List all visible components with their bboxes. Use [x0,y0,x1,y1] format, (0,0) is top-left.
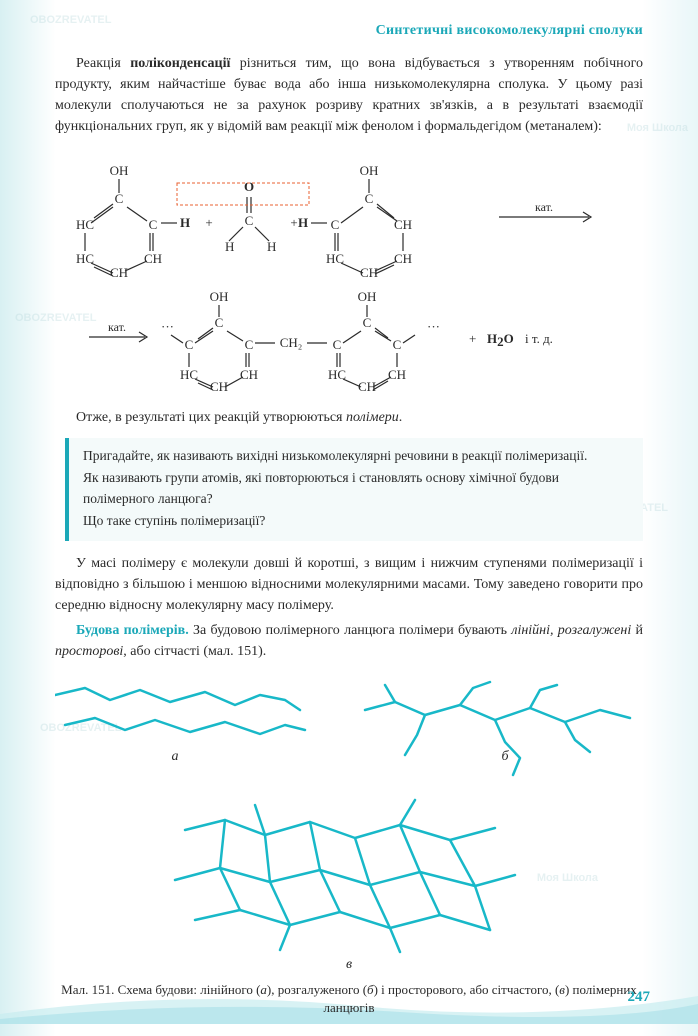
callout-questions: Пригадайте, як називають вихідні низьком… [65,438,643,541]
svg-text:C: C [393,337,402,352]
continuation-dots: ··· [161,319,174,334]
term-types: лінійні, розгалужені [511,623,631,638]
svg-text:C: C [365,191,374,206]
label-v: в [346,957,352,970]
svg-text:H: H [267,239,276,254]
paragraph-structure: Будова полімерів. За будовою полімерного… [55,620,643,662]
reaction-arrow: кат. [499,200,591,222]
svg-text:CH: CH [240,367,258,382]
text: За будовою полімерного ланцюга полімери … [189,623,512,638]
question-1: Пригадайте, як називають вихідні низьком… [83,446,629,466]
text: ) і просторового, або сітчастого, ( [374,982,560,997]
term-spatial: просторові [55,644,123,659]
polymer-linear-1 [55,688,300,710]
svg-text:C: C [333,337,342,352]
label-b: б [501,749,509,764]
svg-text:H: H [298,215,308,230]
svg-text:кат.: кат. [108,320,126,334]
svg-text:CH: CH [394,217,412,232]
reaction-scheme-2: кат. ··· OH C C HC CH CH [55,287,643,397]
heading-structure: Будова полімерів. [76,623,189,638]
text: й [631,623,643,638]
label-ch2: CH₂ [280,335,303,350]
svg-text:C: C [115,191,124,206]
svg-text:C: C [245,337,254,352]
continuation-dots: ··· [427,319,440,334]
svg-text:C: C [331,217,340,232]
term-polymers: полімери [346,410,399,425]
svg-text:CH: CH [394,251,412,266]
question-3: Що таке ступінь полімеризації? [83,511,629,531]
label-a: а [172,749,179,764]
polymer-network [175,800,515,952]
plus-sign: + [290,215,297,230]
svg-text:OH: OH [360,163,379,178]
svg-text:CH: CH [388,367,406,382]
text: ), розгалуженого ( [267,982,367,997]
polymer-branched [365,682,630,775]
svg-text:H: H [225,239,234,254]
question-2: Як називають групи атомів, які повторюют… [83,468,629,509]
svg-text:C: C [363,315,372,330]
text: Мал. 151. Схема будови: лінійного ( [61,982,260,997]
svg-text:OH: OH [358,289,377,304]
text: Отже, в результаті цих реакцій утворюють… [76,410,346,425]
svg-text:C: C [245,213,254,228]
paragraph-mass: У масі полімеру є молекули довші й корот… [55,553,643,616]
plus-sign: + [205,215,212,230]
text: , або сітчасті (мал. 151). [123,644,266,659]
paragraph-polycondensation: Реакція поліконденсації різниться тим, щ… [55,53,643,137]
plus-sign: + [469,331,476,346]
svg-text:O: O [244,179,254,194]
reaction-arrow: кат. [89,320,147,342]
chapter-title: Синтетичні високомолекулярні сполуки [55,20,643,41]
figure-151: а б [55,670,643,977]
reaction-scheme-1: OH C HC HC CH CH C H + [55,147,643,277]
byproduct-h2o: H2O [487,331,514,349]
figure-caption: Мал. 151. Схема будови: лінійного (а), р… [55,981,643,1016]
svg-text:C: C [185,337,194,352]
svg-text:H: H [180,215,190,230]
svg-text:C: C [215,315,224,330]
svg-text:кат.: кат. [535,200,553,214]
polymer-linear-2 [65,718,305,734]
text: . [399,410,403,425]
term-polycondensation: поліконденсації [130,56,230,71]
paragraph-conclusion: Отже, в результаті цих реакцій утворюють… [55,407,643,428]
page-number: 247 [628,986,651,1009]
svg-text:CH: CH [144,251,162,266]
svg-text:HC: HC [76,217,94,232]
tail-text: і т. д. [525,331,553,346]
text: Реакція [76,56,130,71]
svg-text:OH: OH [210,289,229,304]
svg-text:C: C [149,217,158,232]
label-oh: OH [110,163,129,178]
